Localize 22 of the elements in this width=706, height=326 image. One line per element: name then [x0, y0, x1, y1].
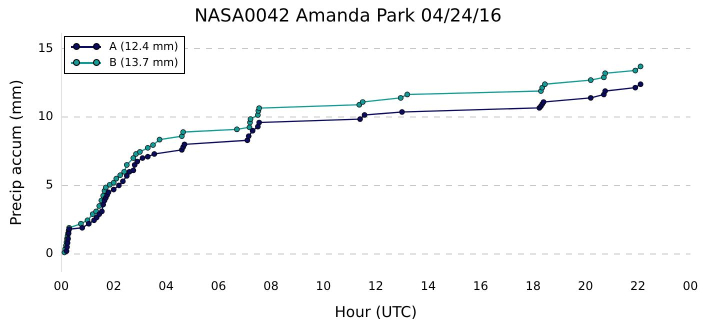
y-tick-label: 10: [38, 109, 54, 124]
x-tick-label: 10: [316, 278, 332, 293]
legend-label: B (13.7 mm): [109, 54, 178, 71]
x-tick-label: 06: [210, 278, 226, 293]
x-tick-label: 22: [630, 278, 646, 293]
chart-title: NASA0042 Amanda Park 04/24/16: [194, 5, 502, 26]
x-tick-label: 14: [420, 278, 436, 293]
y-tick-label: 5: [46, 178, 54, 192]
x-axis-title: Hour (UTC): [334, 302, 417, 321]
y-tick-label: 0: [46, 246, 54, 260]
x-tick-label: 02: [106, 278, 122, 293]
x-tick-label: 16: [473, 278, 488, 293]
x-tick-label: 12: [368, 278, 384, 293]
x-tick-label: 00: [682, 278, 698, 293]
x-tick-label: 18: [525, 278, 541, 293]
y-axis-title: Precip accum (mm): [6, 80, 25, 226]
legend-label: A (12.4 mm): [109, 38, 178, 55]
x-tick-label: 00: [54, 278, 69, 293]
x-tick-label: 08: [263, 278, 279, 293]
x-tick-label: 20: [578, 278, 594, 293]
x-tick-label: 04: [158, 278, 174, 293]
y-tick-label: 15: [38, 40, 54, 55]
